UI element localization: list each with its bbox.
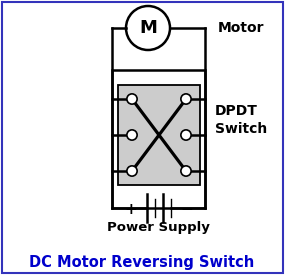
Text: Power Supply: Power Supply <box>107 221 209 235</box>
Text: DPDT
Switch: DPDT Switch <box>215 104 267 136</box>
Circle shape <box>181 166 191 176</box>
Circle shape <box>126 6 170 50</box>
Bar <box>118 85 200 185</box>
Text: −: − <box>180 202 193 218</box>
Text: Motor: Motor <box>218 21 264 35</box>
Text: M: M <box>139 19 157 37</box>
Text: +: + <box>124 202 137 218</box>
Circle shape <box>181 130 191 140</box>
Circle shape <box>127 166 137 176</box>
Bar <box>112 70 205 208</box>
Text: DC Motor Reversing Switch: DC Motor Reversing Switch <box>29 254 255 270</box>
Circle shape <box>181 94 191 104</box>
Circle shape <box>127 94 137 104</box>
Circle shape <box>127 130 137 140</box>
